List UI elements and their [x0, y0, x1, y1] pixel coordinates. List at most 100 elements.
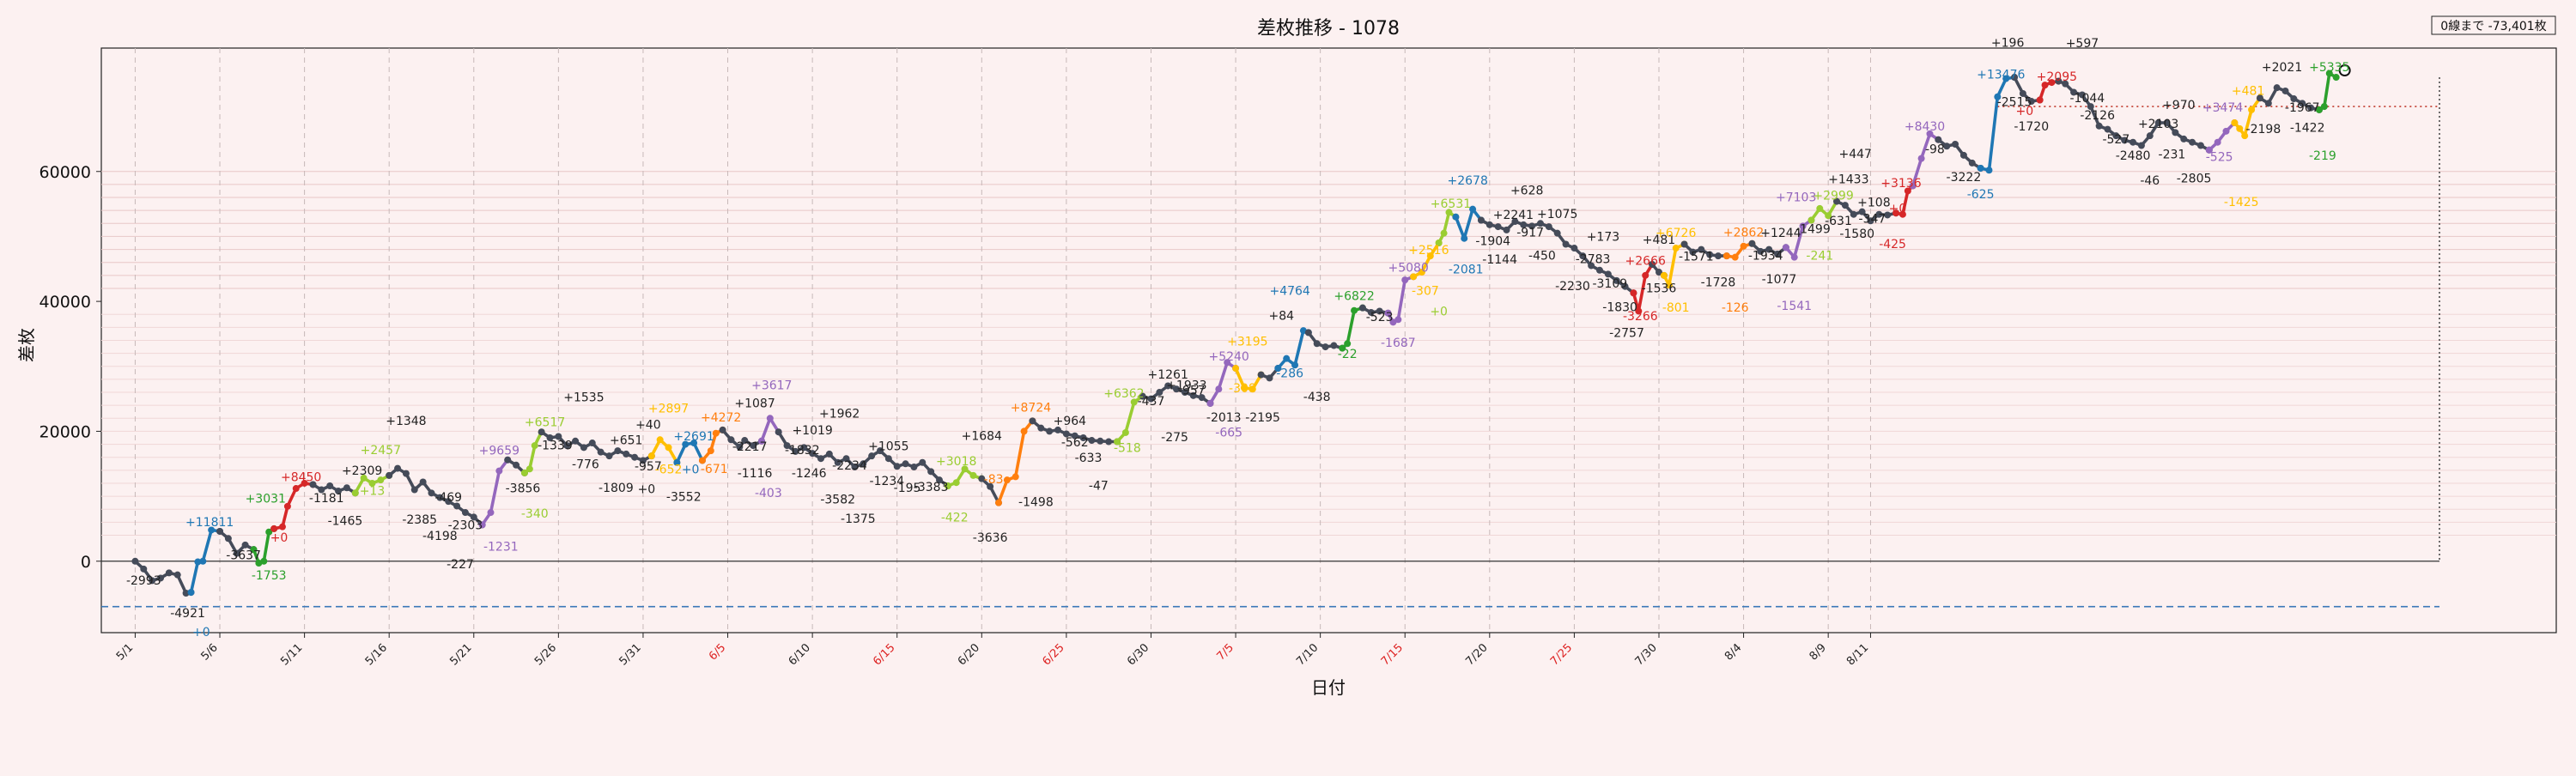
data-label: -308 — [1229, 382, 1256, 396]
data-point — [445, 498, 453, 506]
data-point — [2264, 100, 2272, 107]
data-label: +0 — [1889, 202, 1907, 215]
data-label: -3266 — [1623, 310, 1658, 324]
data-point — [520, 469, 528, 476]
data-point — [825, 450, 833, 458]
data-point — [538, 428, 545, 436]
data-point — [1904, 187, 1911, 195]
data-label: +597 — [2066, 37, 2099, 51]
data-point — [1215, 385, 1223, 393]
data-label: +964 — [1054, 415, 1087, 428]
x-tick-label: 7/10 — [1294, 641, 1321, 668]
data-label: +13 — [360, 485, 386, 499]
data-point — [2180, 135, 2188, 142]
data-point — [707, 447, 714, 455]
data-label: +628 — [1510, 184, 1543, 197]
data-label: -801 — [1662, 301, 1690, 315]
data-point — [690, 440, 698, 447]
x-tick-label: 5/1 — [114, 641, 136, 663]
data-point — [1139, 392, 1146, 400]
data-label: -22 — [1338, 348, 1358, 361]
data-point — [1994, 93, 2002, 100]
data-label: -2234 — [832, 459, 867, 473]
data-label: -1044 — [2069, 92, 2105, 106]
data-label: -527 — [2102, 133, 2129, 147]
data-point — [1893, 209, 1900, 217]
data-point — [1266, 374, 1273, 382]
data-point — [131, 557, 139, 565]
data-point — [682, 440, 690, 448]
data-point — [719, 426, 726, 433]
data-label: +1933 — [1166, 379, 1206, 392]
data-point — [165, 569, 173, 577]
x-tick-label: 7/30 — [1633, 641, 1660, 668]
data-point — [1062, 430, 1070, 438]
data-point — [919, 458, 927, 466]
data-label: +6362 — [1103, 387, 1144, 401]
data-label: -1375 — [841, 512, 876, 526]
data-label: -1967 — [2285, 101, 2320, 115]
data-label: +5335 — [2309, 61, 2349, 75]
data-point — [2320, 103, 2328, 111]
data-point — [402, 470, 410, 477]
data-label: -1144 — [1482, 253, 1517, 267]
x-tick-label: 8/11 — [1844, 641, 1871, 668]
data-point — [1440, 229, 1448, 237]
data-point — [1825, 212, 1832, 220]
data-label: +8724 — [1011, 402, 1051, 415]
data-label: -126 — [1722, 301, 1749, 315]
data-point — [1841, 202, 1849, 209]
data-label: -1231 — [483, 541, 519, 555]
data-label: -46 — [2140, 174, 2160, 188]
data-point — [876, 447, 884, 455]
data-point — [2172, 129, 2179, 136]
x-tick-label: 7/15 — [1379, 641, 1406, 668]
data-label: -3552 — [666, 490, 702, 504]
data-label: -1234 — [870, 475, 905, 488]
data-point — [2041, 82, 2049, 89]
data-point — [2062, 80, 2069, 88]
data-label: -1181 — [309, 492, 344, 506]
data-point — [1740, 242, 1747, 250]
data-point — [1097, 437, 1104, 445]
data-label: -4921 — [170, 607, 205, 621]
data-label: +8450 — [281, 471, 321, 485]
data-label: -3856 — [506, 482, 541, 496]
data-label: -231 — [2159, 149, 2186, 162]
data-point — [318, 486, 325, 494]
data-label: -2198 — [2246, 123, 2281, 136]
data-point — [698, 457, 706, 464]
data-label: -2303 — [448, 519, 483, 533]
x-tick-label: 6/20 — [956, 641, 982, 668]
data-label: -1728 — [1701, 276, 1736, 290]
data-point — [2236, 124, 2244, 132]
data-point — [2011, 74, 2019, 82]
data-point — [368, 479, 376, 487]
data-label: -47 — [1089, 480, 1109, 494]
data-point — [1642, 271, 1649, 279]
data-label: -671 — [701, 463, 728, 476]
series-line — [2013, 76, 2042, 103]
data-point — [513, 461, 520, 469]
data-point — [1680, 240, 1688, 248]
data-point — [605, 452, 613, 460]
data-label: -2757 — [1609, 327, 1644, 341]
data-point — [2104, 125, 2111, 133]
data-point — [1445, 209, 1453, 216]
data-label: +0 — [638, 482, 656, 496]
data-point — [712, 429, 720, 437]
data-point — [1121, 428, 1129, 436]
data-label: +1962 — [819, 408, 860, 421]
data-label: -525 — [2206, 151, 2233, 165]
data-label: +0 — [270, 531, 289, 545]
data-label: +2103 — [2138, 118, 2178, 131]
data-point — [2325, 70, 2333, 77]
data-label: -665 — [1215, 426, 1242, 440]
data-label: -3109 — [1592, 277, 1627, 291]
data-label: +1244 — [1760, 227, 1801, 240]
data-point — [410, 486, 418, 494]
data-label: +6531 — [1431, 197, 1471, 211]
data-point — [1224, 359, 1231, 367]
data-point — [478, 521, 486, 529]
data-label: -1541 — [1777, 300, 1812, 313]
